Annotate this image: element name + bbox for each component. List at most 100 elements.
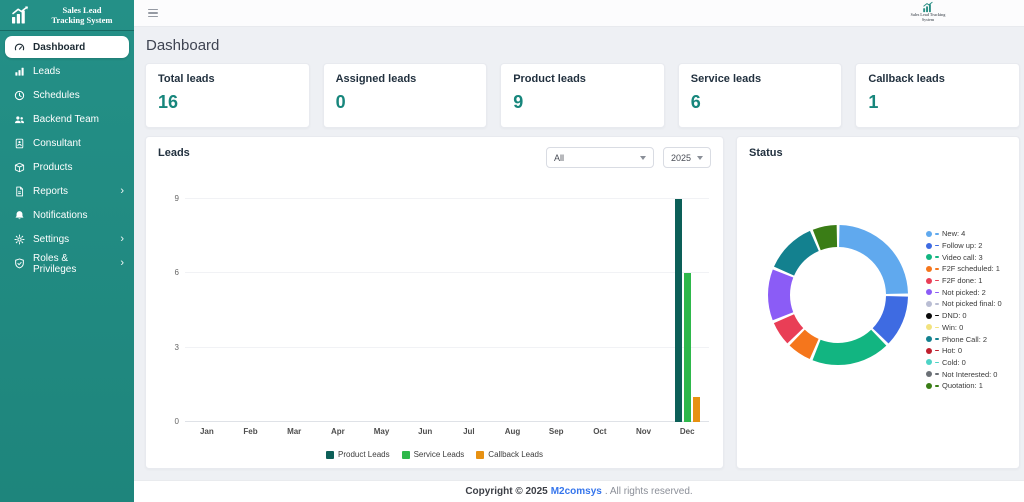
gridline — [185, 421, 709, 422]
legend-dash — [935, 314, 939, 317]
status-legend-item-follow-up[interactable]: Follow up: 2 — [926, 240, 1002, 252]
status-legend-label: Win: 0 — [942, 322, 964, 332]
sidebar-item-notifications[interactable]: Notifications — [0, 204, 134, 227]
bar-group-aug — [491, 199, 535, 422]
status-legend-label: Cold: 0 — [942, 357, 966, 367]
status-legend-item-not-picked[interactable]: Not picked: 2 — [926, 286, 1002, 298]
bar-chart-legend: Product Leads Service Leads Callback Leads — [146, 450, 723, 459]
bell-icon — [14, 210, 25, 221]
bar-service-leads[interactable] — [683, 273, 691, 422]
status-legend-item-not-interested[interactable]: Not Interested: 0 — [926, 368, 1002, 380]
stat-value: 6 — [690, 92, 701, 112]
donut-segment-video-call[interactable] — [768, 225, 908, 365]
legend-item-product-leads[interactable]: Product Leads — [326, 450, 390, 459]
status-legend-item-f2f-scheduled[interactable]: F2F scheduled: 1 — [926, 263, 1002, 275]
sidebar-item-schedules[interactable]: Schedules — [0, 84, 134, 107]
bar-group-dec — [665, 199, 709, 422]
legend-dash — [935, 303, 939, 305]
topbar-logo-text: Sales Lead Tracking System — [910, 12, 946, 22]
sidebar-item-label: Schedules — [33, 90, 80, 101]
sidebar-item-label: Notifications — [33, 210, 88, 221]
donut-segment-not-picked[interactable] — [768, 225, 908, 365]
stat-card-product-leads: Product leads 9 — [500, 63, 665, 128]
x-axis-tick-label: Jul — [463, 427, 475, 436]
lead-type-select[interactable]: All — [546, 147, 654, 168]
legend-dot — [926, 371, 932, 378]
sidebar-toggle-icon[interactable] — [148, 8, 158, 18]
bar-callback-leads[interactable] — [692, 397, 700, 422]
status-legend-item-cold[interactable]: Cold: 0 — [926, 357, 1002, 369]
topbar-logo: Sales Lead Tracking System — [908, 1, 948, 23]
legend-dot — [926, 277, 932, 284]
footer-copyright: Copyright © 2025 — [465, 486, 548, 497]
charts-row: Leads All 2025 0 3 6 9 Jan Feb Mar Apr May Jun Ju… — [145, 136, 1020, 469]
legend-label: Service Leads — [413, 450, 465, 459]
file-icon — [14, 186, 25, 197]
legend-dot — [926, 265, 932, 272]
sidebar-item-reports[interactable]: Reports › — [0, 180, 134, 203]
legend-dot — [926, 254, 932, 261]
x-axis-tick-label: Jun — [418, 427, 433, 436]
status-legend-item-win[interactable]: Win: 0 — [926, 322, 1002, 334]
clock-icon — [14, 90, 25, 101]
sidebar-item-settings[interactable]: Settings › — [0, 228, 134, 251]
y-axis-tick-label: 9 — [174, 194, 179, 203]
status-legend-item-f2f-done[interactable]: F2F done: 1 — [926, 275, 1002, 287]
status-legend-label: Phone Call: 2 — [942, 334, 988, 344]
status-legend-label: Hot: 0 — [942, 346, 963, 356]
id-card-icon — [14, 138, 25, 149]
legend-dash — [935, 385, 939, 387]
bar-group-sep — [534, 199, 578, 422]
bar-group-feb — [229, 199, 273, 422]
legend-item-service-leads[interactable]: Service Leads — [401, 450, 465, 459]
legend-dot — [926, 300, 932, 307]
bar-chart-bars — [185, 199, 709, 422]
leads-filters: All 2025 — [546, 147, 711, 168]
chevron-right-icon: › — [120, 185, 124, 197]
leads-card-header: Leads All 2025 — [158, 147, 711, 168]
status-legend-item-phone-call[interactable]: Phone Call: 2 — [926, 333, 1002, 345]
footer-company-link[interactable]: M2comsys — [550, 486, 602, 497]
status-legend-label: F2F scheduled: 1 — [942, 264, 1000, 274]
footer: Copyright © 2025 M2comsys . All rights r… — [134, 480, 1024, 502]
gauge-icon — [14, 42, 25, 53]
status-legend-item-quotation[interactable]: Quotation: 1 — [926, 380, 1002, 392]
status-legend-item-video-call[interactable]: Video call: 3 — [926, 251, 1002, 263]
year-select[interactable]: 2025 — [663, 147, 711, 168]
x-axis-tick-label: May — [373, 427, 390, 436]
sidebar-item-consultant[interactable]: Consultant — [0, 132, 134, 155]
sidebar-item-label: Leads — [33, 66, 61, 77]
legend-swatch — [326, 450, 334, 459]
status-legend-item-not-picked-final[interactable]: Not picked final: 0 — [926, 298, 1002, 310]
sidebar-item-backend-team[interactable]: Backend Team — [0, 108, 134, 131]
users-icon — [14, 114, 25, 125]
status-legend-label: DND: 0 — [942, 311, 967, 321]
sidebar-item-products[interactable]: Products — [0, 156, 134, 179]
chevron-right-icon: › — [120, 233, 124, 245]
brand-name: Sales Lead Tracking System — [51, 4, 113, 25]
legend-dash — [935, 338, 939, 340]
status-legend-item-hot[interactable]: Hot: 0 — [926, 345, 1002, 357]
x-axis-tick-label: Mar — [287, 427, 302, 436]
legend-dot — [926, 347, 932, 354]
sidebar-item-leads[interactable]: Leads — [0, 60, 134, 83]
legend-dot — [926, 359, 932, 366]
bar-product-leads[interactable] — [674, 199, 682, 422]
legend-dot — [926, 312, 932, 319]
gear-icon — [14, 234, 25, 245]
x-axis-tick-label: Oct — [593, 427, 607, 436]
stat-label: Service leads — [690, 73, 762, 85]
y-axis-tick-label: 6 — [174, 268, 179, 278]
status-legend-item-dnd[interactable]: DND: 0 — [926, 310, 1002, 322]
status-legend-item-new[interactable]: New: 4 — [926, 228, 1002, 240]
legend-dot — [926, 324, 932, 331]
legend-dash — [935, 361, 939, 364]
legend-item-callback-leads[interactable]: Callback Leads — [476, 450, 543, 459]
bar-group-oct — [578, 199, 622, 422]
sidebar-item-dashboard[interactable]: Dashboard — [5, 36, 129, 58]
stat-label: Total leads — [158, 73, 215, 85]
sidebar-item-roles-privileges[interactable]: Roles & Privileges › — [0, 252, 134, 275]
chevron-right-icon: › — [120, 257, 124, 269]
x-axis-tick-label: Aug — [504, 427, 521, 436]
status-card-title: Status — [749, 147, 783, 159]
